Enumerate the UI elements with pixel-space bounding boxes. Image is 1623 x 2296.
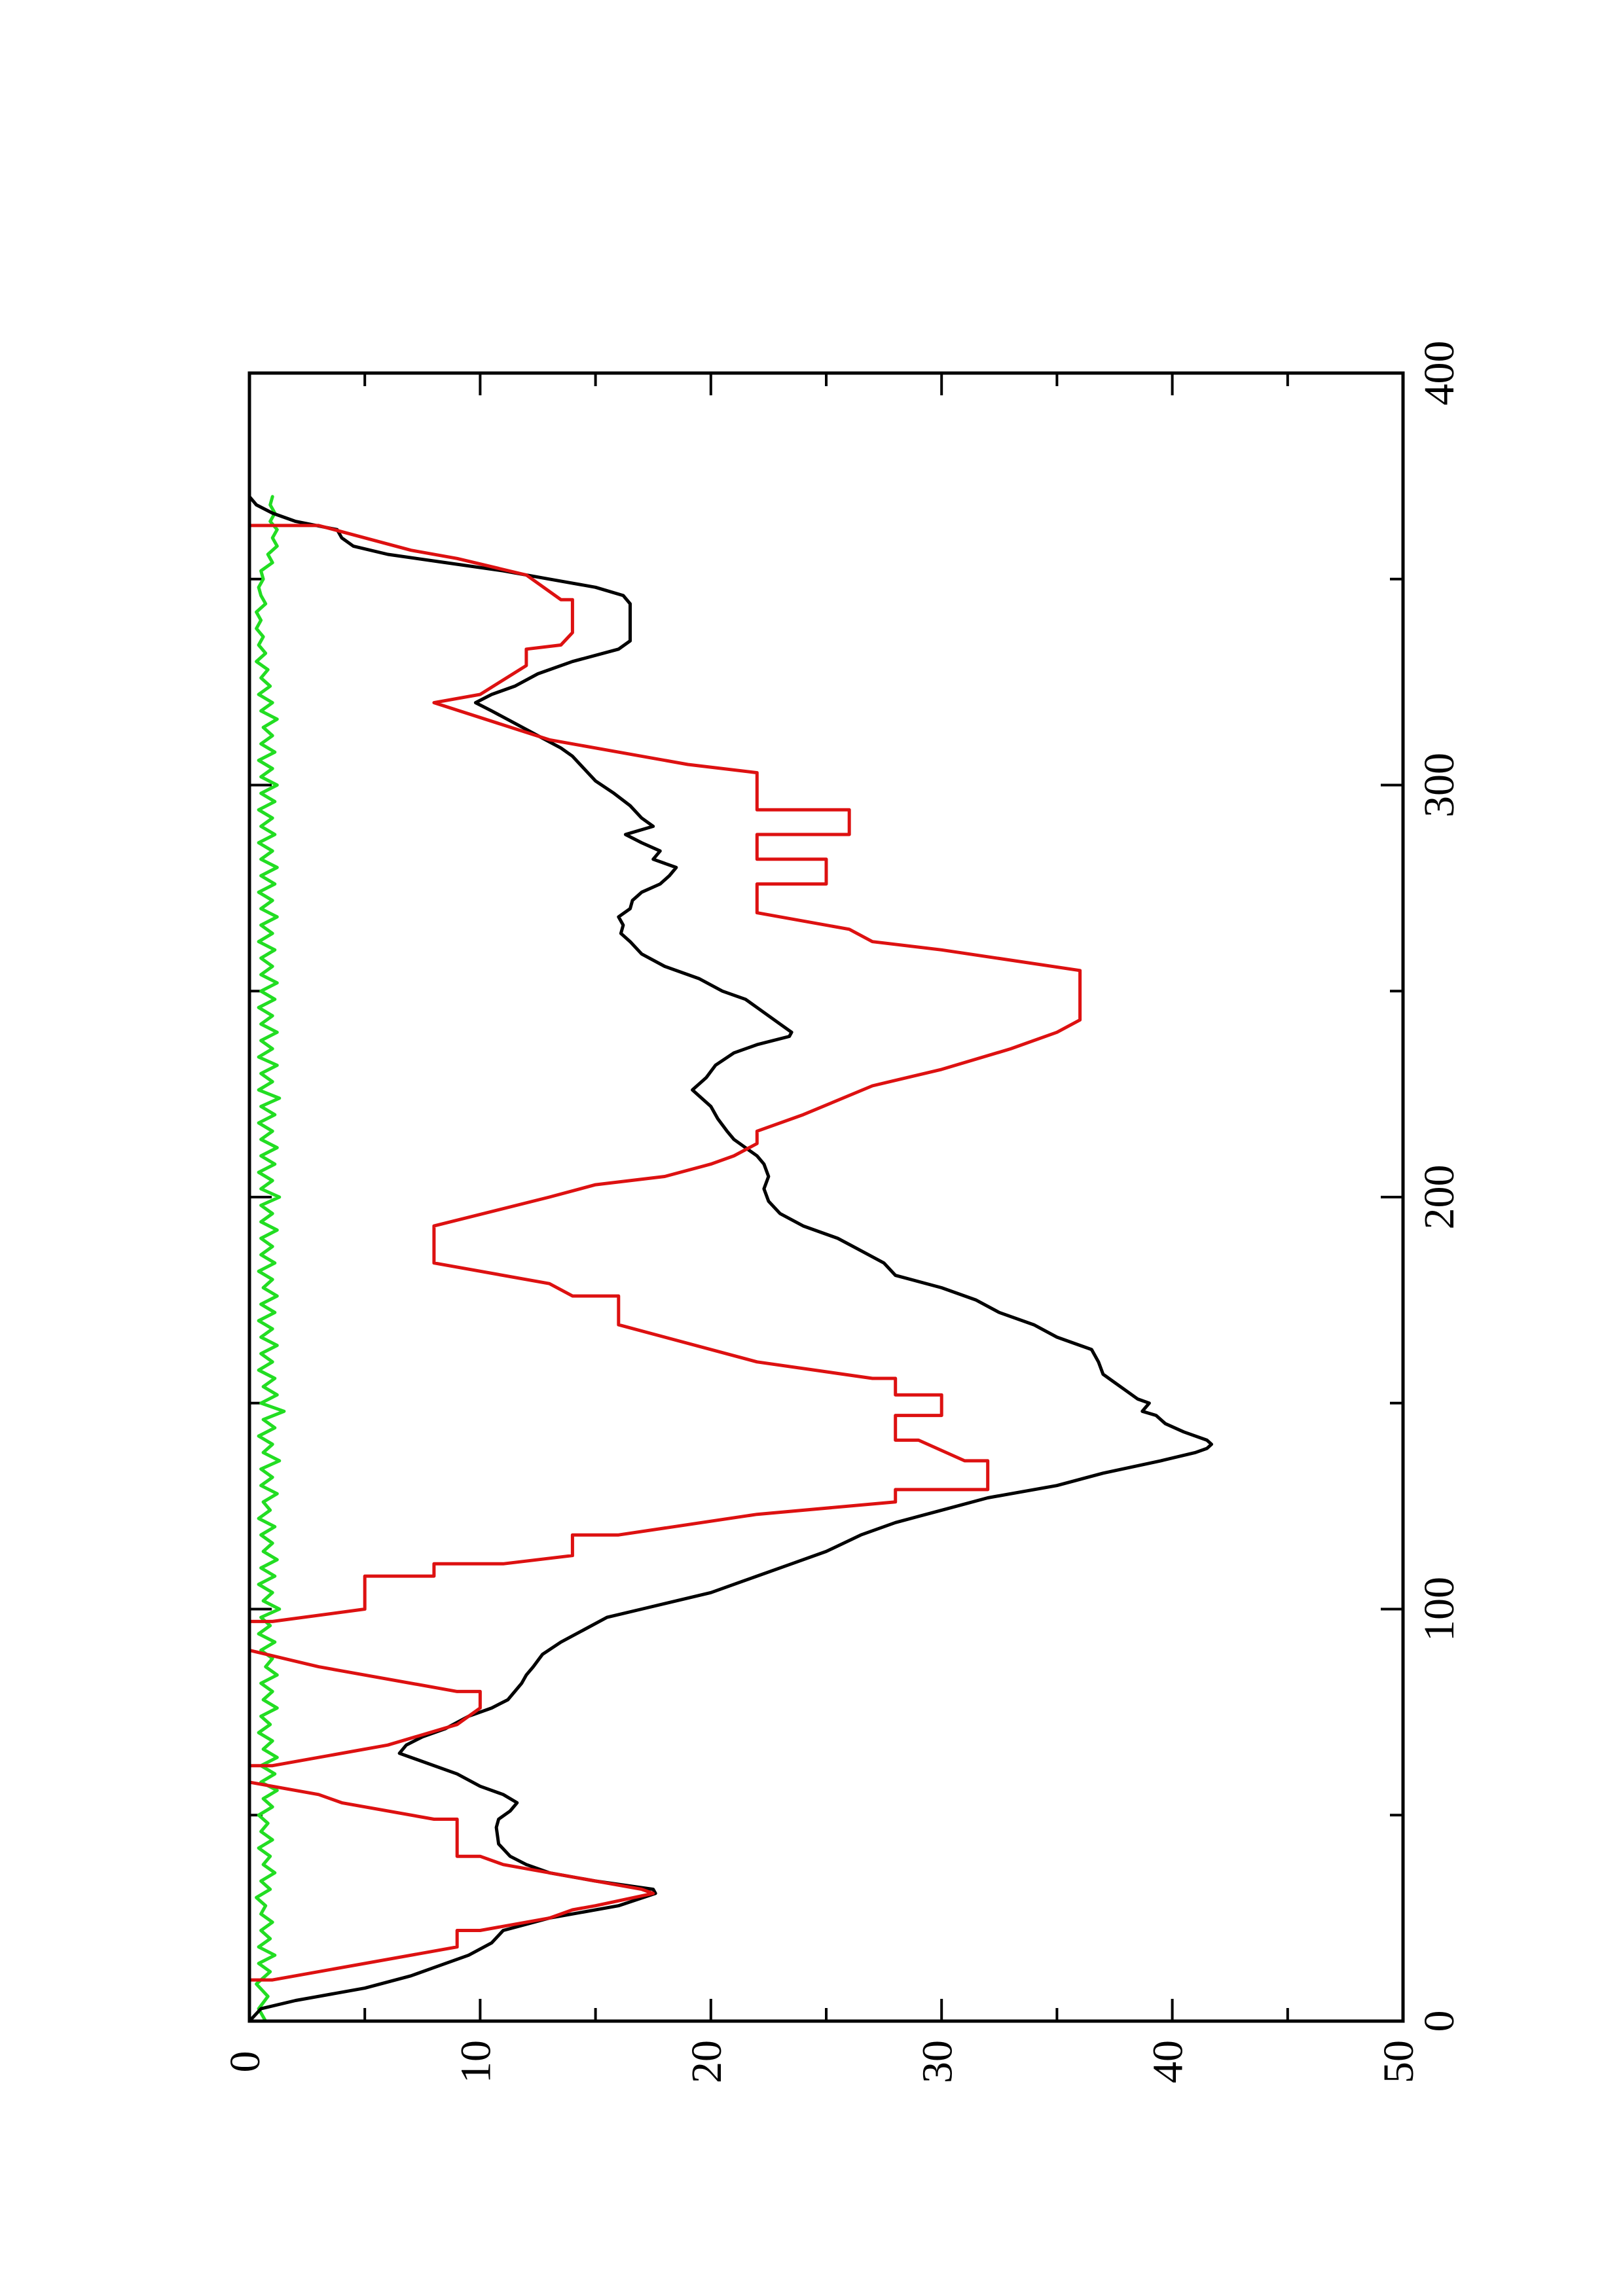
y-tick-label: 40 [1144,2040,1192,2083]
y-tick-label: 30 [913,2040,961,2083]
x-tick-label: 400 [1415,341,1463,406]
y-tick-label: 0 [221,2051,269,2073]
axis-ticks [248,372,1404,2022]
tick-labels: 0 100 200 300 400 0 10 20 30 40 50 [221,341,1463,2084]
x-tick-label: 300 [1415,753,1463,817]
series-line-green [255,495,286,2023]
x-tick-label: 200 [1415,1165,1463,1230]
x-tick-label: 0 [1415,2011,1463,2032]
series-line-red [247,495,1082,2023]
y-tick-label: 10 [452,2040,500,2083]
y-tick-label: 50 [1375,2040,1423,2083]
series-layer [247,495,1213,2023]
series-line-black [247,495,1213,2023]
y-tick-label: 20 [683,2040,731,2083]
x-tick-label: 100 [1415,1577,1463,1641]
plot-frame [247,371,1405,2023]
